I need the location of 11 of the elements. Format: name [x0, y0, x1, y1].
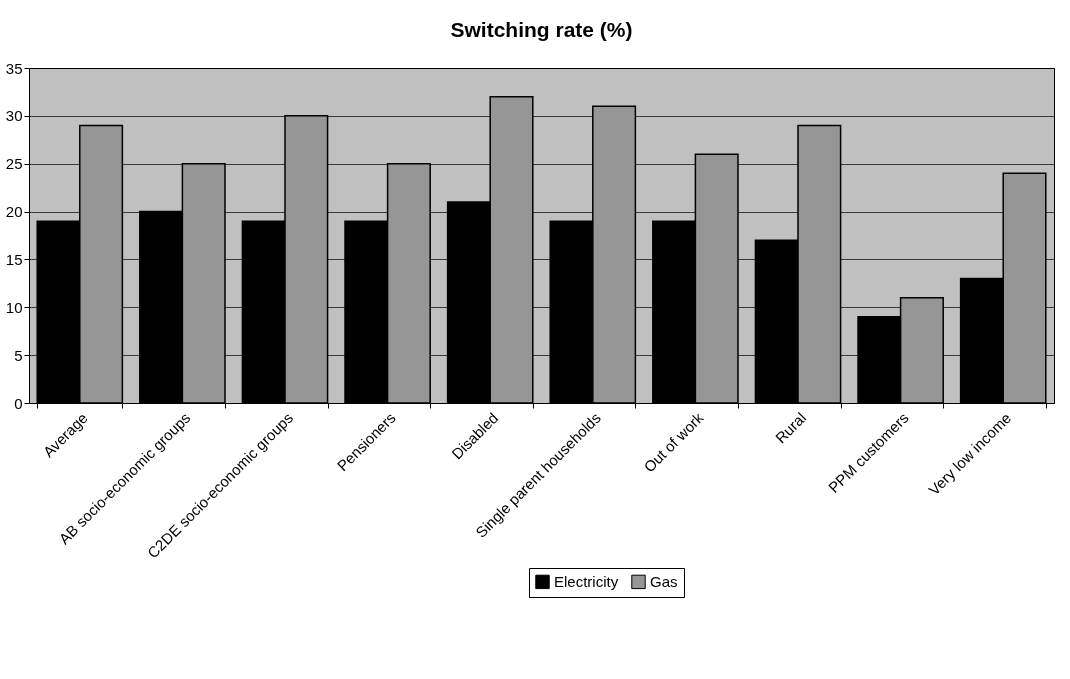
y-tick-label: 30 [5, 107, 23, 125]
y-tick-label: 35 [5, 59, 23, 77]
y-tick-label: 0 [14, 394, 23, 412]
y-tick-label: 20 [5, 203, 23, 221]
legend-label: Gas [650, 572, 678, 590]
y-tick-label: 10 [5, 298, 23, 316]
y-tick-label: 25 [5, 155, 23, 173]
chart-title: Switching rate (%) [450, 18, 633, 41]
legend-label: Electricity [554, 572, 619, 590]
y-tick-label: 5 [14, 346, 23, 364]
y-tick-label: 15 [5, 250, 23, 268]
